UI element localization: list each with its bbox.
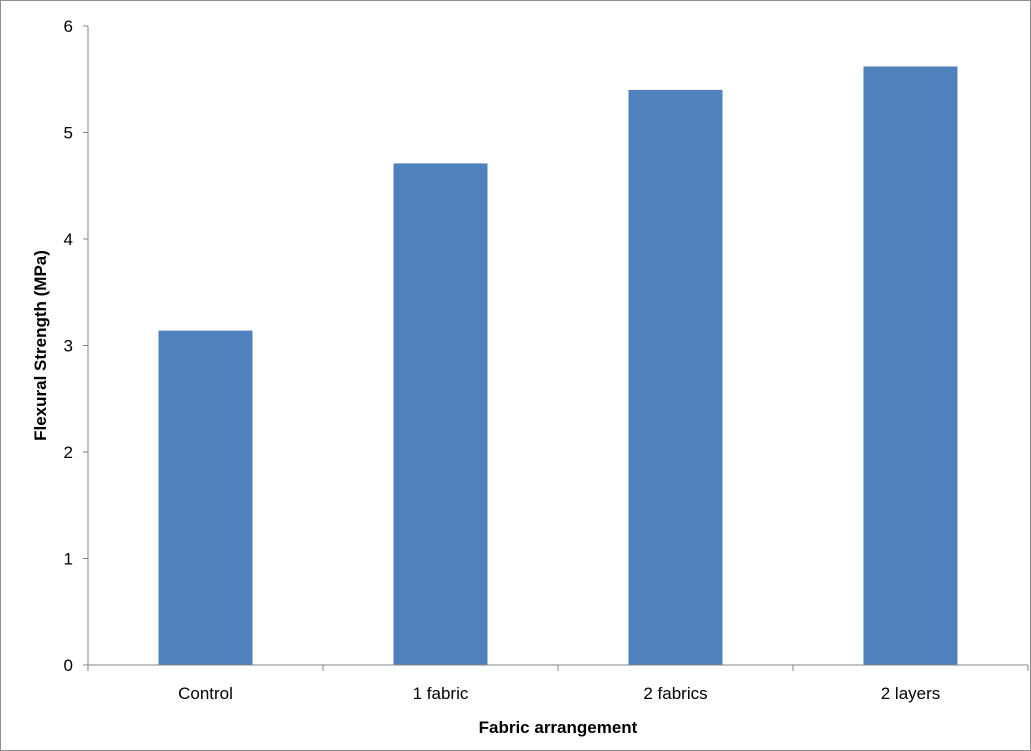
y-tick-label: 2 bbox=[64, 443, 73, 462]
y-tick-label: 3 bbox=[64, 337, 73, 356]
bars-group bbox=[158, 66, 958, 665]
x-tick-label: Control bbox=[178, 684, 233, 703]
y-tick-label: 5 bbox=[64, 124, 73, 143]
x-tick-label: 2 fabrics bbox=[643, 684, 707, 703]
x-axis-title: Fabric arrangement bbox=[479, 718, 638, 737]
y-ticks-group: 0 1 2 3 4 5 6 bbox=[64, 17, 88, 675]
x-tick-label: 2 layers bbox=[881, 684, 941, 703]
bar-1-fabric bbox=[393, 163, 488, 665]
bar-2-fabrics bbox=[628, 89, 723, 665]
y-tick-label: 1 bbox=[64, 550, 73, 569]
bar-control bbox=[158, 330, 253, 665]
y-tick-label: 0 bbox=[64, 656, 73, 675]
y-tick-label: 6 bbox=[64, 17, 73, 36]
y-axis-title: Flexural Strength (MPa) bbox=[31, 250, 50, 441]
x-ticks-group: Control 1 fabric 2 fabrics 2 layers bbox=[87, 665, 1029, 703]
bar-2-layers bbox=[863, 66, 958, 665]
y-tick-label: 4 bbox=[64, 230, 73, 249]
x-tick-label: 1 fabric bbox=[413, 684, 469, 703]
